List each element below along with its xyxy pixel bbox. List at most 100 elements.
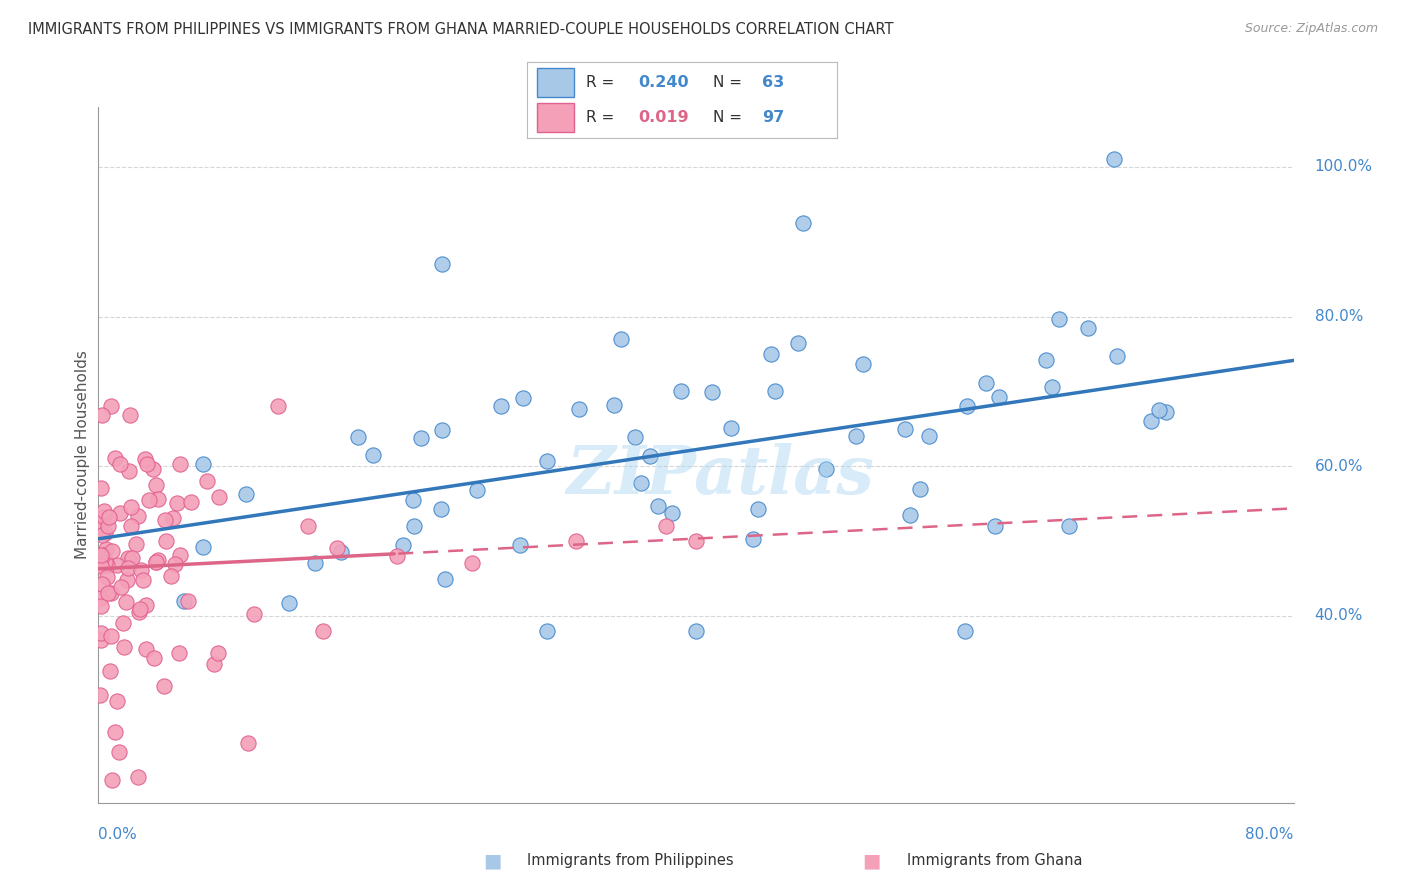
Point bbox=[685, 624, 707, 638]
Bar bbox=[537, 103, 574, 132]
Point bbox=[207, 646, 229, 660]
Text: 80.0%: 80.0% bbox=[1315, 309, 1362, 324]
Point bbox=[430, 423, 453, 437]
Point bbox=[145, 477, 167, 491]
Point bbox=[630, 476, 652, 491]
Text: N =: N = bbox=[713, 75, 747, 90]
Point bbox=[142, 461, 165, 475]
Point bbox=[146, 553, 169, 567]
Text: Immigrants from Philippines: Immigrants from Philippines bbox=[527, 854, 734, 868]
Point bbox=[655, 519, 678, 533]
Text: 63: 63 bbox=[762, 75, 785, 90]
Point bbox=[177, 594, 200, 608]
Point bbox=[461, 557, 484, 571]
Point bbox=[565, 533, 588, 548]
Point bbox=[974, 376, 997, 390]
Text: 97: 97 bbox=[762, 111, 785, 125]
Point bbox=[145, 555, 167, 569]
Text: R =: R = bbox=[586, 111, 619, 125]
Point bbox=[97, 519, 120, 533]
Point bbox=[1040, 379, 1063, 393]
Text: 60.0%: 60.0% bbox=[1315, 458, 1362, 474]
Point bbox=[267, 399, 290, 413]
Point bbox=[747, 502, 769, 516]
Point bbox=[465, 483, 488, 497]
Point bbox=[894, 422, 917, 436]
Point bbox=[160, 569, 183, 583]
Text: R =: R = bbox=[586, 75, 619, 90]
Point bbox=[93, 504, 115, 518]
Point bbox=[385, 549, 409, 563]
Point bbox=[97, 510, 120, 524]
Text: Immigrants from Ghana: Immigrants from Ghana bbox=[907, 854, 1083, 868]
Point bbox=[90, 599, 112, 613]
Point bbox=[118, 408, 141, 422]
Point bbox=[1156, 405, 1178, 419]
Point bbox=[115, 595, 138, 609]
Point bbox=[610, 332, 633, 346]
Point bbox=[202, 657, 225, 671]
Point bbox=[326, 541, 349, 556]
Point bbox=[90, 576, 112, 591]
Point bbox=[235, 486, 257, 500]
Point bbox=[509, 538, 531, 552]
Point bbox=[100, 586, 122, 600]
Text: 80.0%: 80.0% bbox=[1246, 827, 1294, 841]
Point bbox=[787, 336, 810, 351]
Point bbox=[105, 558, 128, 572]
Point bbox=[918, 428, 941, 442]
Point bbox=[110, 580, 132, 594]
Point bbox=[898, 508, 921, 522]
Point bbox=[568, 402, 591, 417]
Point bbox=[195, 474, 218, 488]
Point bbox=[304, 556, 326, 570]
Point bbox=[94, 554, 117, 568]
Point bbox=[107, 745, 129, 759]
Text: N =: N = bbox=[713, 111, 747, 125]
Point bbox=[93, 550, 115, 565]
Point bbox=[89, 688, 111, 702]
Text: ■: ■ bbox=[482, 851, 502, 871]
Point bbox=[90, 408, 112, 422]
Point bbox=[117, 550, 139, 565]
Point bbox=[361, 448, 384, 462]
Point bbox=[90, 632, 112, 647]
Point bbox=[852, 357, 875, 371]
Y-axis label: Married-couple Households: Married-couple Households bbox=[75, 351, 90, 559]
Point bbox=[117, 561, 139, 575]
Point bbox=[741, 532, 763, 546]
Point bbox=[624, 430, 647, 444]
Point bbox=[101, 544, 124, 558]
Point bbox=[720, 421, 742, 435]
Point bbox=[93, 510, 115, 524]
Point bbox=[153, 679, 176, 693]
Point bbox=[146, 492, 169, 507]
Point bbox=[763, 384, 786, 398]
Point bbox=[208, 490, 231, 504]
Point bbox=[512, 391, 534, 405]
Point bbox=[1140, 414, 1163, 428]
Point bbox=[536, 624, 558, 638]
Point bbox=[278, 596, 301, 610]
Point bbox=[93, 526, 115, 541]
Point bbox=[956, 399, 979, 413]
Point bbox=[112, 615, 135, 630]
Point bbox=[536, 454, 558, 468]
Point bbox=[1035, 353, 1057, 368]
Bar bbox=[537, 68, 574, 96]
Point bbox=[120, 519, 142, 533]
Point bbox=[685, 533, 707, 548]
Point bbox=[430, 502, 453, 516]
Point bbox=[89, 591, 111, 605]
Point bbox=[311, 624, 333, 638]
Point bbox=[143, 651, 166, 665]
Point bbox=[127, 509, 149, 524]
Text: 0.240: 0.240 bbox=[638, 75, 689, 90]
Point bbox=[104, 451, 127, 466]
Point bbox=[153, 513, 176, 527]
Point bbox=[669, 384, 692, 399]
Point bbox=[90, 548, 112, 562]
Point bbox=[814, 462, 837, 476]
Point bbox=[330, 544, 353, 558]
Point bbox=[908, 482, 931, 496]
